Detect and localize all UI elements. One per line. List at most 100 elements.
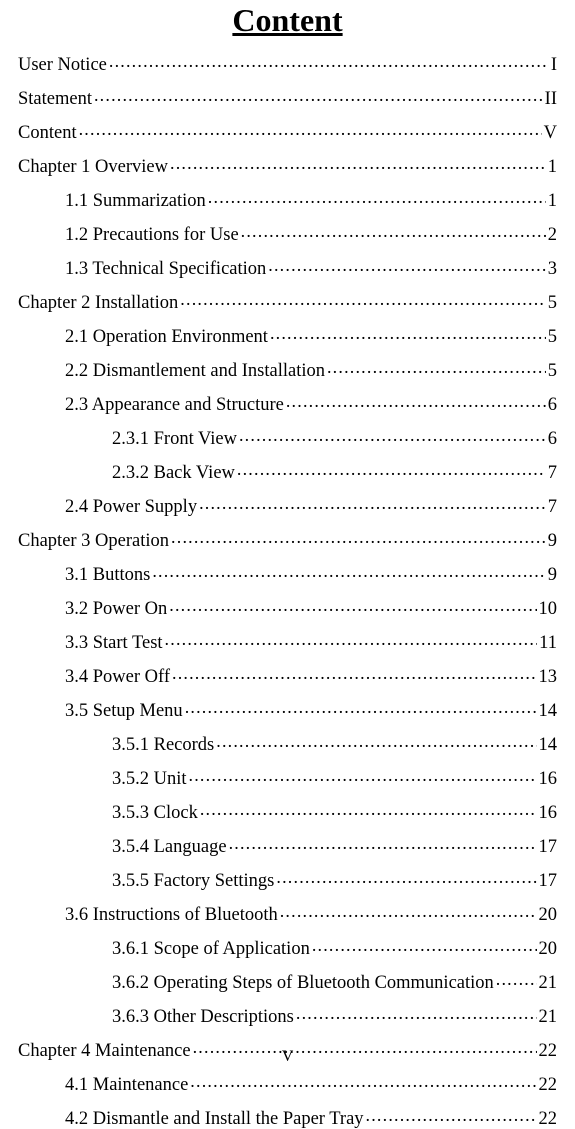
toc-leader-dots <box>296 1003 537 1022</box>
toc-label: 1.3 Technical Specification <box>65 260 266 279</box>
toc-page-number: 7 <box>548 464 557 483</box>
toc-entry: 3.6.3 Other Descriptions 21 <box>18 1003 557 1026</box>
toc-entry: 2.4 Power Supply 7 <box>18 493 557 516</box>
toc-entry: 3.6.2 Operating Steps of Bluetooth Commu… <box>18 969 557 992</box>
toc-page-number: I <box>551 56 557 75</box>
toc-page-number: 6 <box>548 396 557 415</box>
toc-label: 2.1 Operation Environment <box>65 328 268 347</box>
toc-label: Content <box>18 124 77 143</box>
toc-entry: 3.6.1 Scope of Application 20 <box>18 935 557 958</box>
toc-leader-dots <box>171 527 546 546</box>
toc-leader-dots <box>268 255 545 274</box>
toc-entry: 3.5.4 Language 17 <box>18 833 557 856</box>
toc-label: User Notice <box>18 56 107 75</box>
toc-entry: 3.4 Power Off 13 <box>18 663 557 686</box>
toc-label: 3.3 Start Test <box>65 634 163 653</box>
toc-entry: 3.5.1 Records 14 <box>18 731 557 754</box>
toc-entry: Chapter 2 Installation 5 <box>18 289 557 312</box>
toc-entry: 3.5.2 Unit 16 <box>18 765 557 788</box>
toc-entry: 1.2 Precautions for Use 2 <box>18 221 557 244</box>
toc-leader-dots <box>170 153 546 172</box>
toc-entry: 1.3 Technical Specification 3 <box>18 255 557 278</box>
toc-leader-dots <box>152 561 545 580</box>
toc-entry: Chapter 1 Overview 1 <box>18 153 557 176</box>
toc-leader-dots <box>276 867 536 886</box>
toc-leader-dots <box>496 969 537 988</box>
toc-entry: 4.2 Dismantle and Install the Paper Tray… <box>18 1105 557 1128</box>
toc-leader-dots <box>185 697 537 716</box>
toc-page-number: 5 <box>548 362 557 381</box>
toc-page-number: 13 <box>539 668 558 687</box>
toc-leader-dots <box>237 459 546 478</box>
toc-label: 2.3 Appearance and Structure <box>65 396 284 415</box>
toc-page-number: 20 <box>539 906 558 925</box>
toc-page-number: 5 <box>548 294 557 313</box>
toc-label: 3.5.1 Records <box>112 736 214 755</box>
toc-entry: 3.5.3 Clock16 <box>18 799 557 822</box>
toc-page-number: 22 <box>539 1110 558 1129</box>
toc-label: Chapter 3 Operation <box>18 532 169 551</box>
toc-leader-dots <box>270 323 546 342</box>
toc-label: 3.6 Instructions of Bluetooth <box>65 906 278 925</box>
toc-label: 1.2 Precautions for Use <box>65 226 239 245</box>
toc-label: 3.4 Power Off <box>65 668 170 687</box>
toc-label: 3.6.3 Other Descriptions <box>112 1008 294 1027</box>
toc-label: 2.4 Power Supply <box>65 498 197 517</box>
toc-label: 3.5.4 Language <box>112 838 227 857</box>
toc-label: 3.6.1 Scope of Application <box>112 940 310 959</box>
toc-page-number: 17 <box>539 838 558 857</box>
toc-page-number: 16 <box>539 770 558 789</box>
toc-leader-dots <box>172 663 537 682</box>
toc-label: 3.6.2 Operating Steps of Bluetooth Commu… <box>112 974 494 993</box>
toc-page-number: II <box>545 90 557 109</box>
toc-leader-dots <box>165 629 538 648</box>
toc-label: 2.3.2 Back View <box>112 464 235 483</box>
toc-entry: 3.2 Power On10 <box>18 595 557 618</box>
toc-page-number: 14 <box>539 736 558 755</box>
toc-entry: 1.1 Summarization1 <box>18 187 557 210</box>
toc-leader-dots <box>229 833 537 852</box>
toc-label: Chapter 2 Installation <box>18 294 178 313</box>
toc-page-number: 3 <box>548 260 557 279</box>
toc-leader-dots <box>327 357 546 376</box>
toc-leader-dots <box>208 187 546 206</box>
toc-label: 4.1 Maintenance <box>65 1076 188 1095</box>
toc-leader-dots <box>239 425 546 444</box>
toc-entry: Statement II <box>18 85 557 108</box>
toc-label: 3.5.2 Unit <box>112 770 187 789</box>
toc-leader-dots <box>189 765 537 784</box>
toc-entry: User Notice I <box>18 51 557 74</box>
toc-label: 4.2 Dismantle and Install the Paper Tray <box>65 1110 364 1129</box>
toc-page-number: 7 <box>548 498 557 517</box>
toc-entry: 2.3 Appearance and Structure 6 <box>18 391 557 414</box>
toc-leader-dots <box>94 85 543 104</box>
toc-entry: Content V <box>18 119 557 142</box>
toc-page-number: 2 <box>548 226 557 245</box>
toc-page-number: 9 <box>548 566 557 585</box>
toc-entry: 2.1 Operation Environment5 <box>18 323 557 346</box>
toc-leader-dots <box>79 119 542 138</box>
toc-page-number: 21 <box>539 1008 558 1027</box>
toc-label: Statement <box>18 90 92 109</box>
toc-page-number: 6 <box>548 430 557 449</box>
toc-leader-dots <box>180 289 545 308</box>
toc-leader-dots <box>200 799 537 818</box>
toc-page-number: V <box>544 124 557 143</box>
toc-label: 2.2 Dismantlement and Installation <box>65 362 325 381</box>
toc-page-number: 1 <box>548 158 557 177</box>
toc-entry: Chapter 3 Operation9 <box>18 527 557 550</box>
toc-leader-dots <box>199 493 546 512</box>
toc-page-number: 22 <box>539 1076 558 1095</box>
toc-leader-dots <box>312 935 537 954</box>
toc-entry: 3.3 Start Test11 <box>18 629 557 652</box>
toc-leader-dots <box>280 901 537 920</box>
toc-label: Chapter 1 Overview <box>18 158 168 177</box>
toc-label: 2.3.1 Front View <box>112 430 237 449</box>
toc-page-number: 20 <box>539 940 558 959</box>
toc-leader-dots <box>169 595 536 614</box>
toc-entry: 3.6 Instructions of Bluetooth 20 <box>18 901 557 924</box>
toc-entry: 3.5 Setup Menu14 <box>18 697 557 720</box>
toc-leader-dots <box>366 1105 537 1124</box>
toc-leader-dots <box>109 51 549 70</box>
toc-page-number: 21 <box>539 974 558 993</box>
